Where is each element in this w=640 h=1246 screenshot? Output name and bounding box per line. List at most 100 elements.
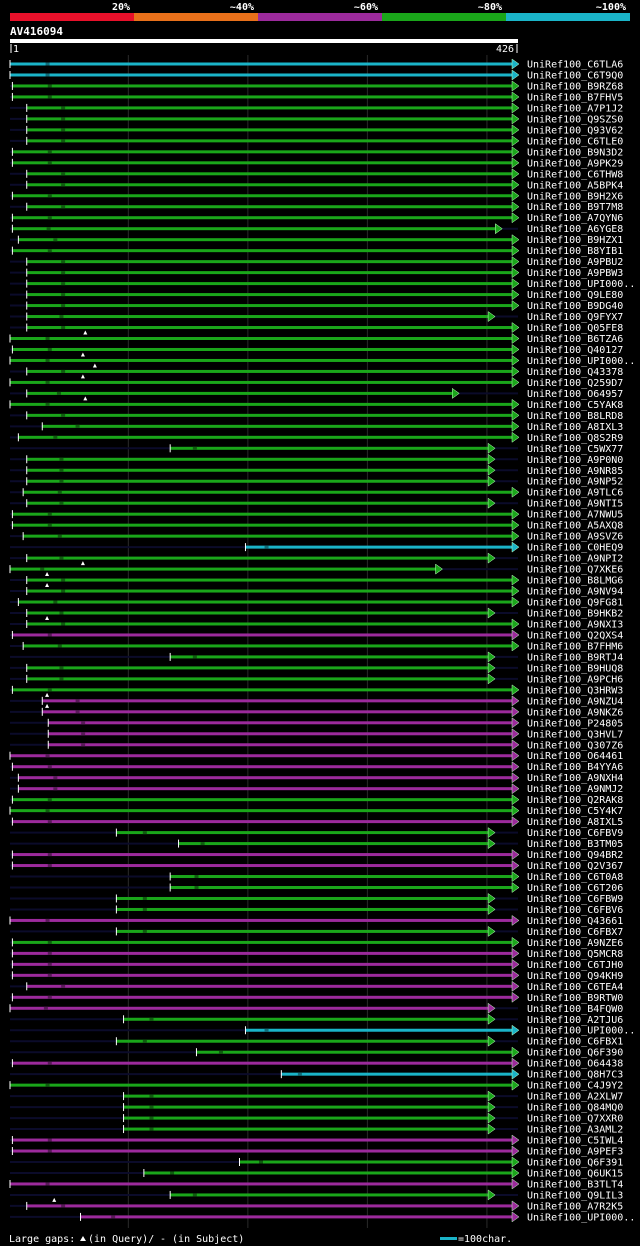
hit-label[interactable]: UniRef100_Q2RAK8 (527, 795, 623, 806)
hit-row[interactable]: UniRef100_C6TLE0 (10, 135, 623, 148)
hit-label[interactable]: UniRef100_Q7XKE6 (527, 565, 623, 576)
hit-label[interactable]: UniRef100_A9P0N0 (527, 455, 623, 466)
hit-row[interactable]: UniRef100_A9NV94 (10, 583, 623, 598)
hit-label[interactable]: UniRef100_Q9FG81 (527, 598, 623, 609)
hit-row[interactable]: UniRef100_Q43378 (10, 363, 623, 378)
hit-label[interactable]: UniRef100_C6FBW9 (527, 894, 623, 905)
hit-row[interactable]: UniRef100_Q307Z6 (10, 739, 623, 752)
hit-row[interactable]: UniRef100_A9SVZ6 (10, 530, 623, 543)
hit-row[interactable]: UniRef100_Q3HVL7 (10, 728, 623, 741)
hit-label[interactable]: UniRef100_C0HEQ9 (527, 543, 623, 554)
hit-label[interactable]: UniRef100_C6FBX1 (527, 1037, 623, 1048)
hit-row[interactable]: UniRef100_A9NTI5 (10, 497, 623, 510)
hit-label[interactable]: UniRef100_B6TZA6 (527, 334, 623, 345)
hit-label[interactable]: UniRef100_C6T0A8 (527, 872, 623, 883)
hit-label[interactable]: UniRef100_C6FBV9 (527, 828, 623, 839)
hit-row[interactable]: UniRef100_A9TLC6 (10, 486, 623, 499)
hit-row[interactable]: UniRef100_A5BPK4 (10, 179, 623, 192)
hit-row[interactable]: UniRef100_B9RTW0 (10, 991, 623, 1004)
hit-label[interactable]: UniRef100_B9HKB2 (527, 609, 623, 620)
hit-row[interactable]: UniRef100_B4YYA6 (10, 761, 623, 774)
hit-row[interactable]: UniRef100_A9NZU4 (10, 692, 623, 708)
hit-label[interactable]: UniRef100_Q9LIL3 (527, 1190, 623, 1201)
hit-row[interactable]: UniRef100_Q5MCR8 (10, 947, 623, 960)
hit-row[interactable]: UniRef100_B4FQW0 (9, 1002, 623, 1015)
hit-label[interactable]: UniRef100_B9HUQ8 (527, 663, 623, 674)
hit-row[interactable]: UniRef100_A9NXH4 (10, 772, 623, 785)
hit-label[interactable]: UniRef100_A9PEF3 (527, 1147, 623, 1158)
hit-row[interactable]: UniRef100_A8IXL5 (10, 816, 623, 829)
hit-label[interactable]: UniRef100_C6TLE0 (527, 136, 623, 147)
hit-label[interactable]: UniRef100_Q3HVL7 (527, 729, 623, 740)
hit-row[interactable]: UniRef100_Q2RAK8 (10, 794, 623, 807)
hit-row[interactable]: UniRef100_A9NZE6 (10, 936, 623, 949)
hit-row[interactable]: UniRef100_Q2QXS4 (10, 629, 623, 642)
hit-label[interactable]: UniRef100_A9PBW3 (527, 268, 623, 279)
hit-label[interactable]: UniRef100_C6THW8 (527, 169, 623, 180)
hit-row[interactable]: UniRef100_B9T7M8 (10, 201, 623, 214)
hit-row[interactable]: UniRef100_A9PBW3 (10, 267, 623, 280)
hit-label[interactable]: UniRef100_B3TM05 (527, 839, 623, 850)
hit-row[interactable]: UniRef100_A9NR85 (10, 464, 623, 477)
hit-row[interactable]: UniRef100_B9RTJ4 (10, 651, 623, 664)
hit-label[interactable]: UniRef100_C6FBV6 (527, 905, 623, 916)
hit-label[interactable]: UniRef100_A9NMJ2 (527, 784, 623, 795)
hit-row[interactable]: UniRef100_P24805 (10, 717, 623, 730)
hit-row[interactable]: UniRef100_A9NKZ6 (10, 703, 623, 719)
hit-row[interactable]: UniRef100_UPI000.. (10, 1024, 635, 1037)
hit-row[interactable]: UniRef100_Q8H7C3 (10, 1068, 623, 1081)
hit-label[interactable]: UniRef100_C6T9Q0 (527, 70, 623, 81)
hit-label[interactable]: UniRef100_Q43378 (527, 367, 623, 378)
hit-label[interactable]: UniRef100_O64461 (527, 751, 623, 762)
hit-label[interactable]: UniRef100_A9NTI5 (527, 499, 623, 510)
hit-label[interactable]: UniRef100_A9NR85 (527, 466, 623, 477)
hit-label[interactable]: UniRef100_A2TJU6 (527, 1015, 623, 1026)
hit-row[interactable]: UniRef100_A7NWU5 (10, 508, 623, 521)
hit-label[interactable]: UniRef100_B4FQW0 (527, 1004, 623, 1015)
hit-label[interactable]: UniRef100_Q6F390 (527, 1048, 623, 1059)
hit-row[interactable]: UniRef100_B6TZA6 (9, 330, 623, 346)
hit-row[interactable]: UniRef100_A2TJU6 (10, 1013, 623, 1026)
hit-label[interactable]: UniRef100_A9NZE6 (527, 938, 623, 949)
hit-label[interactable]: UniRef100_B9H2X6 (527, 191, 623, 202)
hit-row[interactable]: UniRef100_B9HZX1 (10, 234, 623, 247)
hit-row[interactable]: UniRef100_UPI000.. (10, 1211, 635, 1224)
hit-row[interactable]: UniRef100_A6YGE8 (10, 223, 623, 236)
hit-row[interactable]: UniRef100_Q6UK15 (10, 1167, 623, 1180)
hit-label[interactable]: UniRef100_A9NP52 (527, 477, 623, 488)
hit-row[interactable]: UniRef100_O64461 (9, 750, 623, 763)
hit-row[interactable]: UniRef100_A9NP52 (10, 475, 623, 488)
hit-row[interactable]: UniRef100_A7QYN6 (10, 212, 623, 225)
hit-label[interactable]: UniRef100_Q9SZS0 (527, 114, 623, 125)
hit-label[interactable]: UniRef100_UPI000.. (527, 279, 635, 290)
hit-row[interactable]: UniRef100_Q7XKE6 (9, 561, 623, 576)
hit-row[interactable]: UniRef100_Q3HRW3 (10, 684, 623, 697)
hit-label[interactable]: UniRef100_C6FBX7 (527, 927, 623, 938)
hit-row[interactable]: UniRef100_Q84MQ0 (10, 1101, 623, 1114)
hit-label[interactable]: UniRef100_Q40127 (527, 345, 623, 356)
hit-row[interactable]: UniRef100_UPI000.. (9, 352, 635, 367)
hit-label[interactable]: UniRef100_A9PK29 (527, 158, 623, 169)
hit-label[interactable]: UniRef100_B8LRD8 (527, 411, 623, 422)
hit-row[interactable]: UniRef100_Q9FG81 (10, 596, 623, 609)
hit-row[interactable]: UniRef100_Q94KH9 (10, 969, 623, 982)
hit-row[interactable]: UniRef100_B9HKB2 (10, 607, 623, 620)
hit-label[interactable]: UniRef100_B7FHM6 (527, 641, 623, 652)
hit-row[interactable]: UniRef100_B3TM05 (10, 838, 623, 851)
hit-row[interactable]: UniRef100_B3TLT4 (9, 1178, 623, 1191)
hit-label[interactable]: UniRef100_A7QYN6 (527, 213, 623, 224)
hit-label[interactable]: UniRef100_Q8S2R9 (527, 433, 623, 444)
hit-row[interactable]: UniRef100_B9DG40 (10, 300, 623, 313)
hit-label[interactable]: UniRef100_B7FHV5 (527, 92, 623, 103)
hit-label[interactable]: UniRef100_Q5MCR8 (527, 949, 623, 960)
hit-label[interactable]: UniRef100_Q93V62 (527, 125, 623, 136)
hit-row[interactable]: UniRef100_A9PK29 (10, 157, 623, 170)
hit-label[interactable]: UniRef100_Q6UK15 (527, 1168, 623, 1179)
hit-row[interactable]: UniRef100_C5IWL4 (10, 1134, 623, 1147)
hit-label[interactable]: UniRef100_O64438 (527, 1059, 623, 1070)
hit-row[interactable]: UniRef100_Q9LE80 (10, 289, 623, 302)
hit-label[interactable]: UniRef100_B9RZ68 (527, 81, 623, 92)
hit-row[interactable]: UniRef100_C6FBW9 (10, 892, 623, 905)
hit-label[interactable]: UniRef100_A8IXL5 (527, 817, 623, 828)
hit-label[interactable]: UniRef100_B9N3D2 (527, 147, 623, 158)
